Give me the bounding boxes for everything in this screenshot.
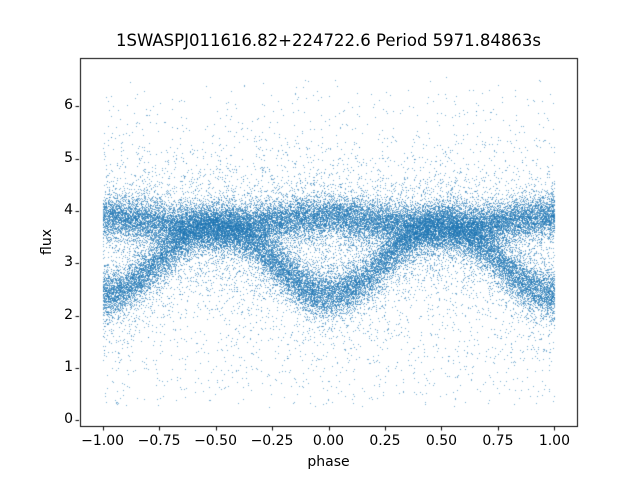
y-axis-label: flux [39,229,55,255]
y-tick-label: 4 [64,201,73,218]
y-tick-label: 0 [64,411,73,428]
y-tick-label: 3 [64,254,73,271]
x-tick-label: 0.50 [425,433,458,449]
y-tick-label: 6 [64,97,73,114]
x-tick-label: −1.00 [81,433,125,449]
x-tick-label: −0.75 [137,433,181,449]
x-tick-label: 1.00 [538,433,570,449]
x-tick-label: 0.00 [312,433,345,449]
y-tick-label: 1 [64,358,73,375]
x-tick-label: −0.25 [250,433,294,449]
y-tick-label: 5 [64,149,73,166]
x-axis-label: phase [307,454,350,470]
x-tick-label: −0.50 [194,433,237,449]
chart-title: 1SWASPJ011616.82+224722.6 Period 5971.84… [115,31,541,50]
x-tick-label: 0.25 [369,433,401,449]
y-tick-label: 2 [64,306,73,323]
x-tick-label: 0.75 [482,433,514,449]
